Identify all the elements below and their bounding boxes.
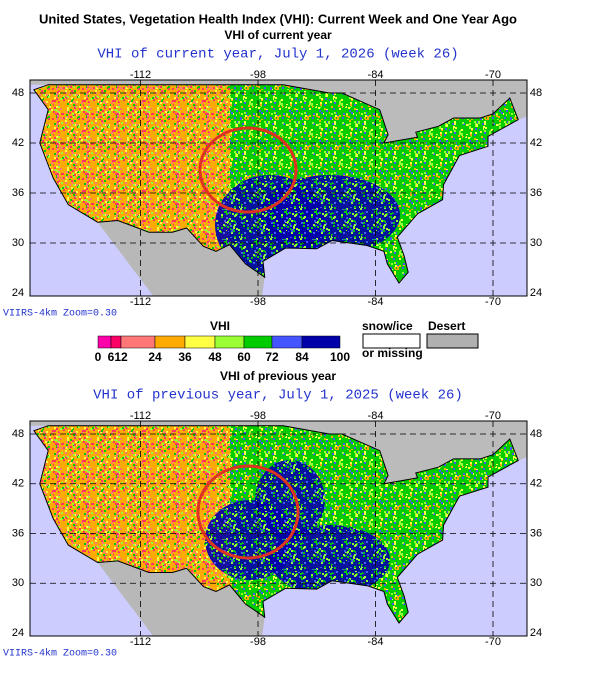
lon-label: -84 — [368, 410, 384, 422]
legend-title: VHI — [210, 319, 230, 333]
wet-area — [260, 175, 400, 255]
lon-label: -84 — [368, 69, 384, 81]
mexico — [97, 560, 265, 636]
lat-label: 36 — [12, 187, 24, 199]
sensor-note: VIIRS-4km Zoom=0.30 — [3, 308, 117, 320]
panel-heading: VHI of previous year, July 1, 2025 (week… — [93, 388, 463, 404]
lon-label: -84 — [368, 296, 384, 308]
lat-label: 42 — [530, 478, 542, 490]
missing-label: or missing — [362, 346, 423, 360]
map-frame — [29, 420, 528, 637]
lat-label: 24 — [530, 627, 542, 639]
lon-label: -112 — [130, 69, 151, 81]
lat-label: 48 — [12, 428, 24, 440]
legend-swatch — [110, 335, 122, 349]
lon-label: -112 — [130, 636, 151, 648]
legend-swatch — [214, 335, 245, 349]
legend-swatch — [271, 335, 303, 349]
desert-label: Desert — [428, 319, 465, 333]
panel-heading: VHI of current year, July 1, 2026 (week … — [97, 47, 458, 63]
wet-area — [270, 525, 390, 595]
lat-label: 24 — [12, 627, 24, 639]
lat-label: 30 — [12, 237, 24, 249]
legend-scale-label: 36 — [178, 350, 192, 364]
highlight-circle — [196, 464, 300, 560]
lon-label: -70 — [485, 410, 501, 422]
canada — [30, 421, 527, 484]
page-title: United States, Vegetation Health Index (… — [39, 11, 517, 26]
lat-label: 36 — [530, 187, 542, 199]
legend-scale-label: 100 — [330, 350, 350, 364]
lat-label: 36 — [530, 527, 542, 539]
legend-swatch — [97, 335, 112, 349]
us-border — [33, 425, 519, 624]
lat-label: 24 — [530, 287, 542, 299]
snow-label: snow/ice — [362, 319, 413, 333]
map — [30, 421, 527, 636]
lat-label: 42 — [12, 478, 24, 490]
panel-caption: VHI of current year — [224, 28, 332, 42]
legend-scale-label: 72 — [265, 350, 279, 364]
wet-area — [255, 460, 325, 540]
lon-label: -98 — [250, 296, 266, 308]
lat-label: 48 — [530, 87, 542, 99]
legend-swatch — [120, 335, 156, 349]
us-border — [33, 84, 519, 284]
legend-scale-label: 0 — [95, 350, 102, 364]
legend-swatch — [154, 335, 186, 349]
legend-scale-label: 60 — [237, 350, 251, 364]
map-frame — [29, 79, 528, 297]
lat-label: 42 — [530, 137, 542, 149]
highlight-circle — [198, 126, 298, 214]
lon-label: -70 — [485, 296, 501, 308]
legend-scale-label: 6 — [108, 350, 115, 364]
sensor-note: VIIRS-4km Zoom=0.30 — [3, 648, 117, 660]
lat-label: 36 — [12, 527, 24, 539]
canada — [30, 80, 527, 143]
legend-scale-label: 24 — [148, 350, 162, 364]
lat-label: 42 — [12, 137, 24, 149]
lat-label: 48 — [12, 87, 24, 99]
legend-swatch — [184, 335, 216, 349]
panel-caption: VHI of previous year — [220, 369, 336, 383]
lon-label: -98 — [250, 410, 266, 422]
desert-swatch — [426, 333, 479, 349]
legend-swatch — [301, 335, 341, 349]
map — [30, 80, 527, 296]
snow-swatch — [362, 333, 421, 349]
lon-label: -112 — [130, 410, 151, 422]
legend-swatch — [243, 335, 273, 349]
lat-label: 30 — [530, 577, 542, 589]
legend-scale-label: 84 — [295, 350, 309, 364]
lon-label: -70 — [485, 636, 501, 648]
lat-label: 30 — [12, 577, 24, 589]
lon-label: -98 — [250, 69, 266, 81]
legend-scale-label: 12 — [114, 350, 128, 364]
legend-scale-label: 48 — [208, 350, 222, 364]
lat-label: 24 — [12, 287, 24, 299]
lon-label: -98 — [250, 636, 266, 648]
lat-label: 30 — [530, 237, 542, 249]
mexico — [97, 220, 265, 296]
lon-label: -112 — [130, 296, 151, 308]
lon-label: -70 — [485, 69, 501, 81]
lat-label: 48 — [530, 428, 542, 440]
lon-label: -84 — [368, 636, 384, 648]
